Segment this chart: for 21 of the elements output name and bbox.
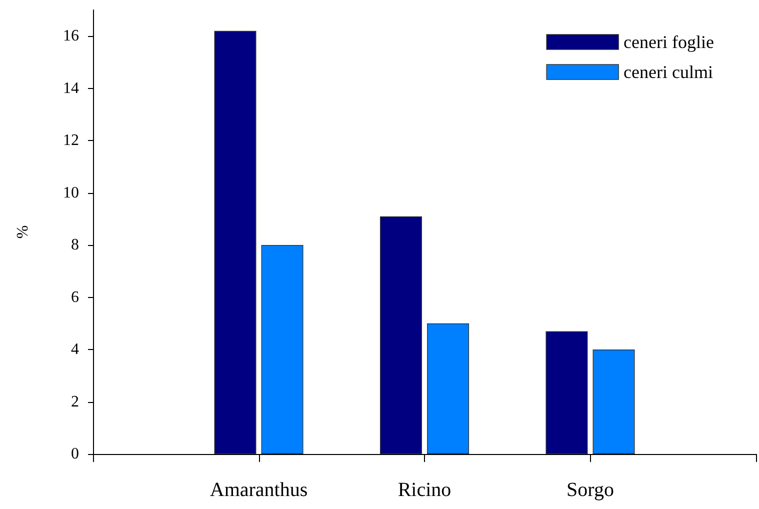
y-tick-label: 16 — [63, 28, 79, 45]
y-tick-label: 12 — [63, 132, 79, 150]
x-tick-label: Amaranthus — [210, 479, 308, 501]
bar — [261, 245, 304, 454]
y-tick-label: 8 — [71, 236, 79, 254]
legend-label: ceneri culmi — [624, 62, 714, 82]
y-tick-label: 10 — [63, 184, 79, 202]
y-tick-label: 14 — [63, 80, 79, 97]
x-tick-label: Ricino — [398, 479, 452, 501]
legend-label: ceneri foglie — [624, 32, 714, 52]
bar — [214, 30, 256, 454]
y-axis-title: % — [14, 225, 32, 239]
bar — [546, 331, 588, 454]
x-tick-label: Sorgo — [566, 479, 614, 501]
bar — [427, 323, 470, 454]
y-tick-label: 2 — [71, 393, 79, 410]
bar — [380, 216, 422, 454]
bar — [592, 350, 635, 454]
y-tick-label: 4 — [71, 341, 79, 358]
y-tick-label: 6 — [71, 288, 79, 306]
y-tick-label: 0 — [71, 446, 79, 462]
